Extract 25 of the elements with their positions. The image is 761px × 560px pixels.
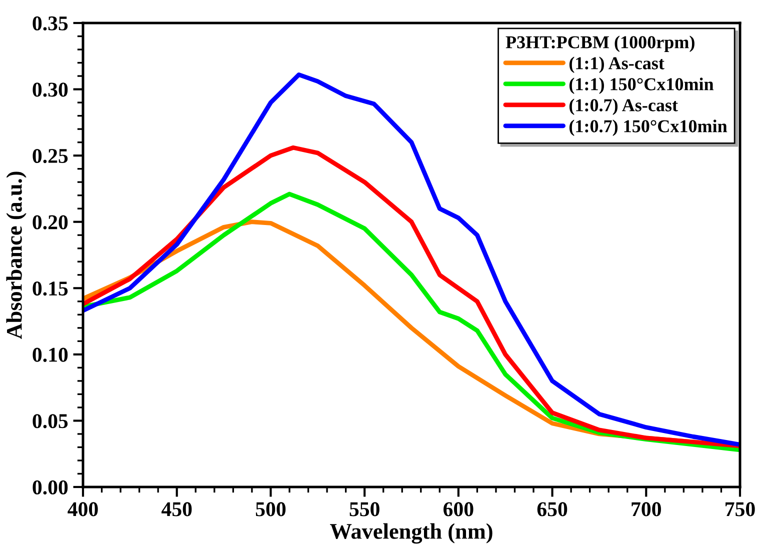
line-series xyxy=(83,145,740,448)
legend-label: (1:1) 150°Cx10min xyxy=(569,78,714,94)
x-tick-label: 700 xyxy=(632,502,661,516)
x-tick-label: 750 xyxy=(726,502,755,516)
x-tick-label: 450 xyxy=(162,502,192,516)
x-axis-title: Wavelength (nm) xyxy=(330,523,492,544)
y-tick-label: 0.05 xyxy=(32,414,68,428)
legend-label: (1:0.7) 150°Cx10min xyxy=(569,120,728,136)
y-tick-label: 0.25 xyxy=(32,148,68,164)
y-tick-label: 0.35 xyxy=(32,16,68,31)
x-tick-label: 500 xyxy=(256,502,286,516)
y-axis-title: Absorbance (a.u.) xyxy=(6,172,26,340)
x-tick-label: 650 xyxy=(537,502,568,516)
legend-label: (1:0.7) As-cast xyxy=(569,98,678,116)
x-tick-label: 600 xyxy=(444,502,474,516)
legend-label: (1:1) As-cast xyxy=(569,56,664,74)
y-tick-label: 0.15 xyxy=(32,282,68,296)
x-tick-label: 550 xyxy=(350,502,380,516)
y-tick-label: 0.20 xyxy=(32,215,68,230)
x-tick-label: 400 xyxy=(68,502,98,516)
y-tick-label: 0.00 xyxy=(32,480,68,495)
line-series xyxy=(83,72,740,447)
y-tick-label: 0.10 xyxy=(32,348,68,362)
legend-title: P3HT:PCBM (1000rpm) xyxy=(506,36,694,52)
y-tick-label: 0.30 xyxy=(32,82,68,97)
